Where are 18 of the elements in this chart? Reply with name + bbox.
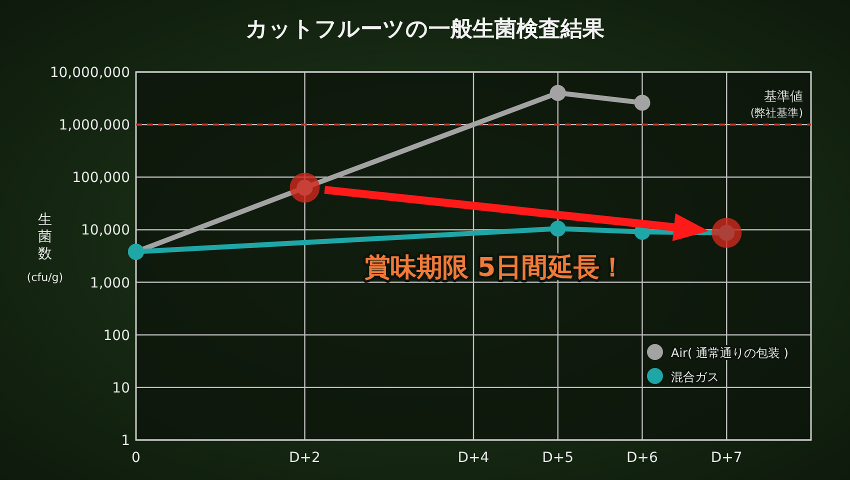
x-tick-label: D+7 — [710, 450, 742, 466]
y-tick-label: 100,000 — [72, 170, 130, 186]
x-tick-label: D+4 — [458, 450, 490, 466]
y-tick-label: 10 — [112, 380, 130, 396]
y-tick-label: 1 — [121, 433, 130, 449]
x-tick-label: D+5 — [542, 450, 574, 466]
ref-line-label: 基準値 (弊社基準) — [750, 90, 803, 120]
x-tick-label: D+6 — [626, 450, 658, 466]
y-axis-title: 生菌数 (cfu/g) — [26, 212, 64, 284]
chart-title: カットフルーツの一般生菌検査結果 — [246, 17, 606, 42]
y-tick-label: 1,000 — [90, 275, 130, 292]
y-tick-label: 10,000 — [81, 222, 130, 239]
x-tick-label: 0 — [132, 450, 140, 466]
y-tick-label: 10,000,000 — [50, 65, 130, 81]
legend-label: 混合ガス — [671, 370, 719, 384]
x-tick-label: D+2 — [289, 450, 320, 466]
y-tick-label: 100 — [103, 328, 130, 344]
y-tick-label: 1,000,000 — [58, 118, 130, 134]
